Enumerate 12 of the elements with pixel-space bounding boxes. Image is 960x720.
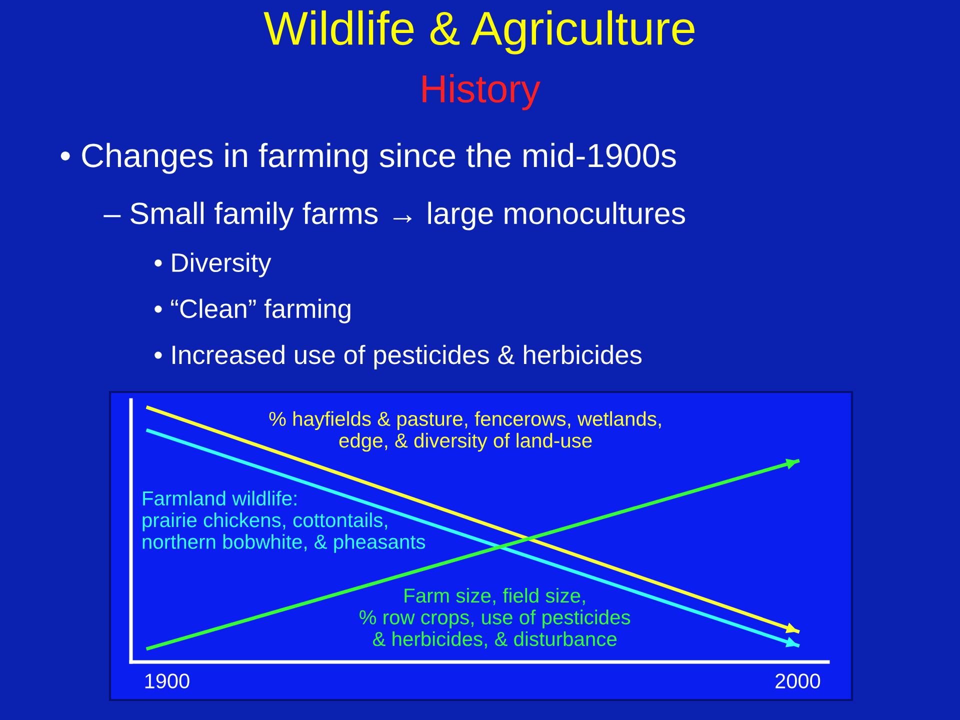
text: • Diversity	[154, 252, 272, 278]
chart-title: Wildlife & Agriculture	[264, 10, 694, 54]
text: • “Clean” farming	[154, 298, 350, 324]
text: • Increased use of pesticides & herbicides	[154, 344, 642, 370]
x-tick-label: 2000	[776, 674, 820, 688]
x-tick-label: 1900	[145, 674, 190, 688]
series-label: Farm size, field size, % row crops, use of pesticides & herbicides, & disturbance	[360, 588, 630, 649]
text: • Changes in farming since the mid-1900s	[60, 142, 676, 174]
series-label: % hayfields & pasture, fencerows, wetlands, edge, & diversity of land-use	[269, 411, 661, 452]
series-label: Farmland wildlife: prairie chickens, cottontails, northern bobwhite, & pheasants	[142, 490, 426, 553]
text: – Small family farms → large monocultures	[104, 202, 686, 230]
chart-subtitle: History	[422, 74, 540, 110]
